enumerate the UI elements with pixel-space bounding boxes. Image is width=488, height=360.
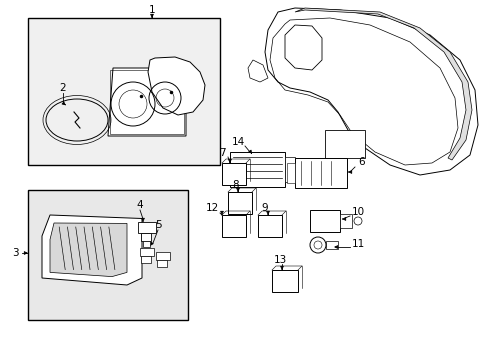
Polygon shape xyxy=(247,60,267,82)
Text: 13: 13 xyxy=(273,255,286,265)
Text: 12: 12 xyxy=(205,203,218,213)
Text: 1: 1 xyxy=(148,5,155,15)
Bar xyxy=(141,233,151,241)
Bar xyxy=(157,260,167,267)
Bar xyxy=(258,215,282,237)
Bar xyxy=(110,70,183,134)
Polygon shape xyxy=(42,215,142,285)
Bar xyxy=(285,157,294,182)
Text: 6: 6 xyxy=(358,157,365,167)
Text: 4: 4 xyxy=(137,200,143,210)
Bar xyxy=(222,163,245,185)
Text: 14: 14 xyxy=(231,137,244,147)
Bar xyxy=(294,158,346,188)
Bar xyxy=(138,222,156,233)
Bar xyxy=(325,130,364,158)
Bar xyxy=(325,241,337,249)
Bar xyxy=(286,163,294,183)
Polygon shape xyxy=(50,223,127,276)
Bar xyxy=(156,252,170,260)
Text: 3: 3 xyxy=(12,248,18,258)
Polygon shape xyxy=(294,8,471,160)
Bar xyxy=(140,248,154,256)
Text: 9: 9 xyxy=(261,203,268,213)
Bar xyxy=(28,190,187,320)
Bar xyxy=(309,210,339,232)
Polygon shape xyxy=(264,8,477,175)
Bar xyxy=(339,214,351,228)
Polygon shape xyxy=(108,68,185,136)
Bar xyxy=(222,215,245,237)
Text: 2: 2 xyxy=(60,83,66,93)
Bar xyxy=(141,256,151,263)
Text: 11: 11 xyxy=(351,239,364,249)
Text: 7: 7 xyxy=(218,148,225,158)
Polygon shape xyxy=(285,25,321,70)
Bar xyxy=(229,152,285,187)
Text: 8: 8 xyxy=(232,180,239,190)
Text: 10: 10 xyxy=(351,207,364,217)
Bar xyxy=(271,270,297,292)
Bar xyxy=(142,241,150,247)
Polygon shape xyxy=(148,57,204,115)
Bar xyxy=(28,18,220,165)
Text: 5: 5 xyxy=(154,220,161,230)
Bar xyxy=(227,192,251,214)
